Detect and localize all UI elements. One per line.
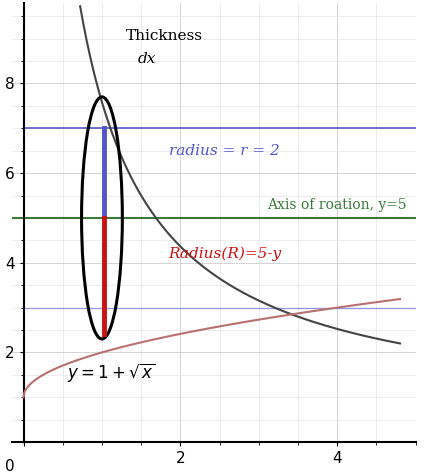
- Text: Thickness: Thickness: [125, 29, 203, 44]
- Text: Radius(R)=5-y: Radius(R)=5-y: [169, 246, 282, 261]
- Text: 0: 0: [5, 459, 14, 474]
- Text: dx: dx: [137, 52, 156, 66]
- Text: Axis of roation, y=5: Axis of roation, y=5: [266, 198, 406, 212]
- Text: $y = 1 + \sqrt{x}$: $y = 1 + \sqrt{x}$: [67, 361, 155, 384]
- Text: radius = r = 2: radius = r = 2: [169, 144, 279, 158]
